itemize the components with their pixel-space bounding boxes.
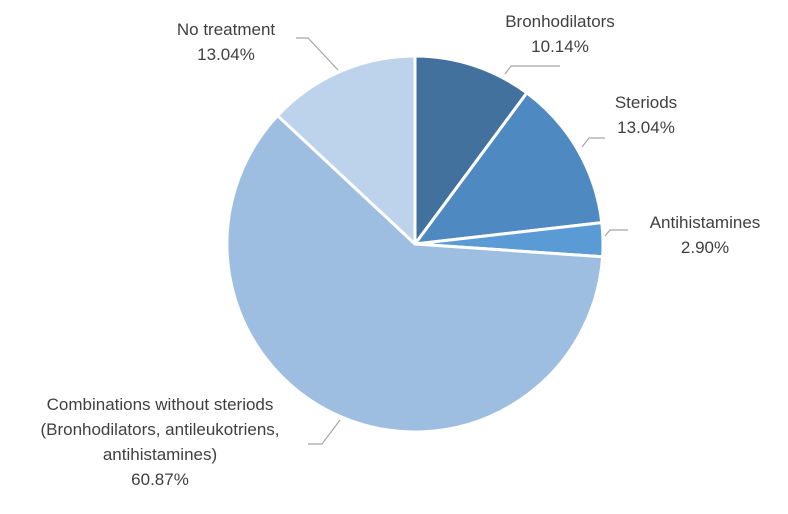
slice-label-1: Steriods 13.04% bbox=[615, 93, 677, 137]
slice-label-3: Combinations without steriods (Bronhodila… bbox=[40, 395, 279, 489]
slice-label-4: No treatment 13.04% bbox=[177, 20, 276, 64]
slice-value-label: 10.14% bbox=[531, 37, 589, 56]
slice-name-line: (Bronhodilators, antileukotriens, bbox=[40, 420, 279, 439]
slice-value-label: 13.04% bbox=[197, 45, 255, 64]
pie-slice-0 bbox=[413, 54, 529, 246]
pie-slice-4 bbox=[276, 54, 417, 246]
leader-line-2 bbox=[604, 229, 628, 237]
slice-value-label: 13.04% bbox=[617, 118, 675, 137]
leader-line-1 bbox=[581, 137, 605, 148]
slice-value-label: 2.90% bbox=[681, 238, 729, 257]
leader-line-0 bbox=[504, 65, 560, 75]
pie-slice-3 bbox=[225, 114, 605, 434]
leader-line-3 bbox=[308, 419, 341, 445]
pie-labels: Bronhodilators 10.14% Steriods 13.04% Antihi… bbox=[40, 12, 760, 489]
slice-name-line: Steriods bbox=[615, 93, 677, 112]
slice-name-line: antihistamines) bbox=[103, 445, 217, 464]
slice-name-line: Combinations without steriods bbox=[47, 395, 274, 414]
slice-name-line: Antihistamines bbox=[650, 213, 761, 232]
leader-line-4 bbox=[296, 37, 339, 71]
slice-name-line: No treatment bbox=[177, 20, 276, 39]
slice-value-label: 60.87% bbox=[131, 470, 189, 489]
slice-label-0: Bronhodilators 10.14% bbox=[505, 12, 615, 56]
pie-slices bbox=[225, 54, 605, 434]
slice-name-line: Bronhodilators bbox=[505, 12, 615, 31]
pie-slice-1 bbox=[413, 91, 604, 246]
slice-label-2: Antihistamines 2.90% bbox=[650, 213, 761, 257]
